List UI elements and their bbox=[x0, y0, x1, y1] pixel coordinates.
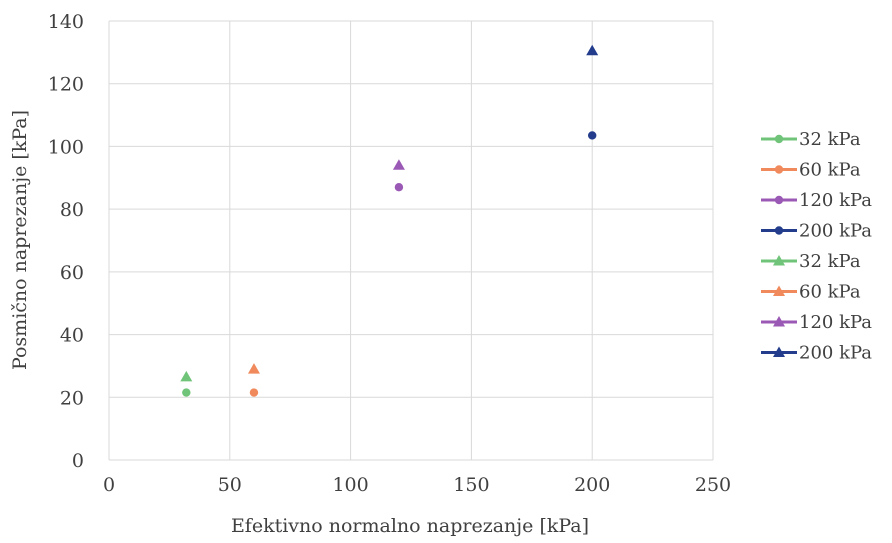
data-point-triangle bbox=[247, 363, 260, 374]
legend-item: 120 kPa bbox=[761, 190, 872, 211]
data-point-circle bbox=[249, 388, 259, 397]
legend-label: 200 kPa bbox=[799, 343, 872, 364]
legend-marker-circle bbox=[774, 165, 784, 174]
tick-labels: 0 50 100 150 200 250 0 20 40 60 80 100 120 140 bbox=[48, 11, 731, 496]
x-tick-label: 50 bbox=[218, 474, 242, 496]
legend-marker-circle bbox=[774, 195, 784, 205]
data-points bbox=[180, 44, 599, 397]
legend-item: 60 kPa bbox=[761, 282, 861, 303]
y-tick-label: 0 bbox=[72, 450, 84, 472]
y-tick-label: 140 bbox=[48, 11, 84, 33]
x-tick-label: 250 bbox=[695, 474, 731, 496]
legend-label: 60 kPa bbox=[799, 160, 861, 181]
data-point-triangle bbox=[180, 370, 193, 382]
x-tick-label: 150 bbox=[453, 474, 489, 496]
legend-marker-triangle bbox=[773, 285, 785, 296]
legend-item: 200 kPa bbox=[761, 221, 872, 242]
legend-marker-triangle bbox=[773, 316, 785, 327]
legend-item: 32 kPa bbox=[761, 129, 861, 150]
data-point-triangle bbox=[392, 159, 405, 170]
y-tick-label: 20 bbox=[60, 387, 84, 409]
y-tick-label: 80 bbox=[60, 199, 84, 221]
data-point-triangle bbox=[586, 44, 599, 56]
legend-marker-triangle bbox=[773, 255, 785, 266]
x-tick-label: 100 bbox=[332, 474, 368, 496]
x-tick-label: 0 bbox=[103, 474, 115, 496]
legend-label: 60 kPa bbox=[799, 282, 861, 303]
legend-item: 60 kPa bbox=[761, 160, 861, 181]
legend-item: 200 kPa bbox=[761, 343, 872, 364]
legend-label: 200 kPa bbox=[799, 221, 872, 242]
data-point-circle bbox=[182, 388, 191, 397]
legend-item: 32 kPa bbox=[761, 251, 861, 272]
legend: 32 kPa 60 kPa 120 kPa 200 kPa 32 kPa 60 kPa 12… bbox=[761, 129, 872, 364]
data-point-circle bbox=[588, 131, 597, 140]
legend-marker-circle bbox=[774, 226, 784, 235]
grid bbox=[108, 20, 714, 461]
x-tick-label: 200 bbox=[574, 474, 610, 496]
y-tick-label: 120 bbox=[48, 74, 84, 96]
legend-label: 120 kPa bbox=[799, 312, 872, 333]
y-axis-title: Posmično naprezanje [kPa] bbox=[9, 110, 31, 370]
x-axis-title: Efektivno normalno naprezanje [kPa] bbox=[231, 515, 589, 537]
data-point-circle bbox=[394, 182, 404, 192]
y-tick-label: 100 bbox=[48, 136, 84, 158]
legend-label: 120 kPa bbox=[799, 190, 872, 211]
legend-label: 32 kPa bbox=[799, 251, 861, 272]
y-tick-label: 40 bbox=[60, 325, 84, 347]
legend-marker-triangle bbox=[773, 346, 785, 357]
legend-label: 32 kPa bbox=[799, 129, 861, 150]
y-tick-label: 60 bbox=[60, 262, 84, 284]
legend-marker-circle bbox=[774, 134, 784, 144]
legend-item: 120 kPa bbox=[761, 312, 872, 333]
